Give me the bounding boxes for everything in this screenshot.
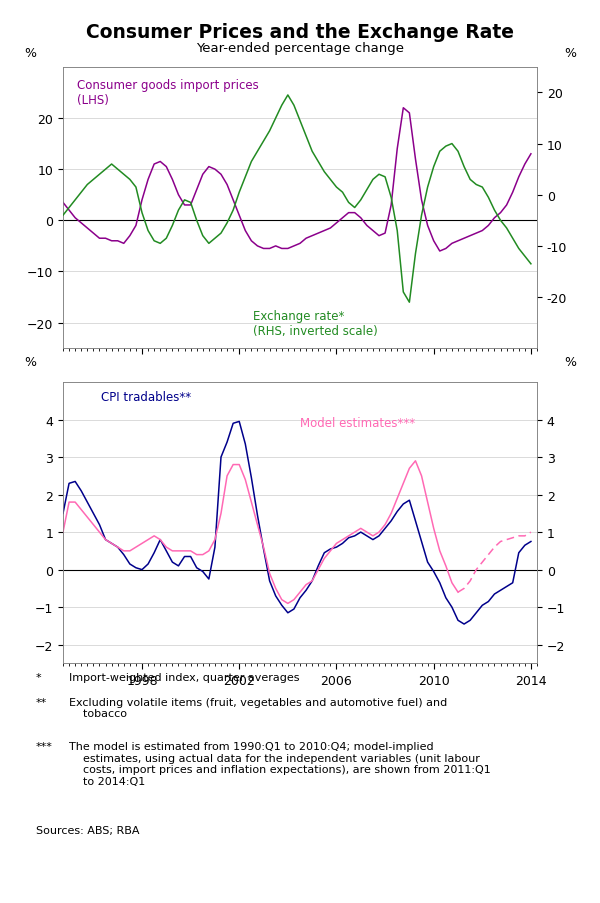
- Text: %: %: [564, 46, 576, 60]
- Text: **: **: [36, 697, 47, 707]
- Text: Import-weighted index, quarter averages: Import-weighted index, quarter averages: [69, 673, 299, 683]
- Text: Consumer Prices and the Exchange Rate: Consumer Prices and the Exchange Rate: [86, 23, 514, 42]
- Text: Exchange rate*
(RHS, inverted scale): Exchange rate* (RHS, inverted scale): [253, 310, 377, 338]
- Text: %: %: [24, 46, 36, 60]
- Text: The model is estimated from 1990:Q1 to 2010:Q4; model-implied
    estimates, usi: The model is estimated from 1990:Q1 to 2…: [69, 741, 491, 787]
- Text: Excluding volatile items (fruit, vegetables and automotive fuel) and
    tobacco: Excluding volatile items (fruit, vegetab…: [69, 697, 447, 719]
- Text: Sources: ABS; RBA: Sources: ABS; RBA: [36, 825, 139, 835]
- Text: %: %: [24, 356, 36, 368]
- Text: Year-ended percentage change: Year-ended percentage change: [196, 42, 404, 55]
- Text: ***: ***: [36, 741, 53, 751]
- Text: *: *: [36, 673, 41, 683]
- Text: CPI tradables**: CPI tradables**: [101, 391, 191, 404]
- Text: Consumer goods import prices
(LHS): Consumer goods import prices (LHS): [77, 79, 259, 107]
- Text: %: %: [564, 356, 576, 368]
- Text: Model estimates***: Model estimates***: [300, 416, 415, 429]
